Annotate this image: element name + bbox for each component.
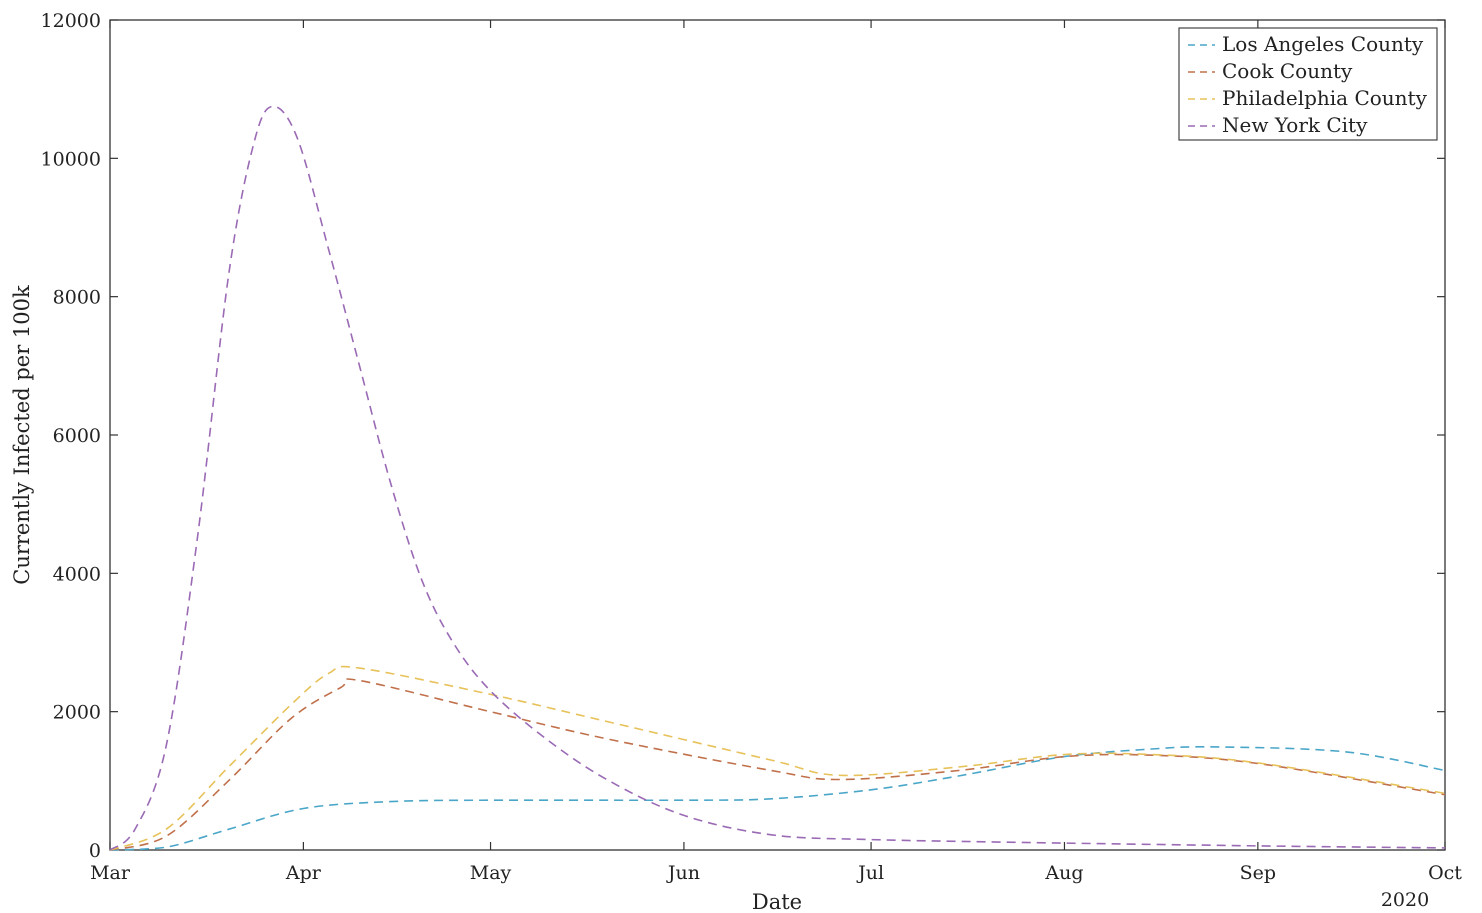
- axes: [109, 19, 1446, 851]
- y-tick-label: 8000: [53, 287, 101, 309]
- series-line-new-york-city: [109, 105, 1446, 851]
- y-tick-label: 0: [89, 840, 101, 862]
- legend-box: [1178, 27, 1438, 141]
- x-tick-label: Jul: [856, 862, 884, 884]
- legend: Los Angeles County Cook County Philadelp…: [1178, 27, 1438, 141]
- year-label: 2020: [1381, 889, 1429, 911]
- y-tick-label: 12000: [41, 10, 101, 32]
- ticks: Mar Apr May Jun Jul Aug Sep Oct 0 2000 4000 6000 800…: [41, 10, 1463, 884]
- x-tick-label: Jun: [666, 862, 700, 884]
- x-tick-label: Sep: [1240, 862, 1276, 884]
- y-tick-label: 4000: [53, 563, 101, 585]
- y-axis-title: Currently Infected per 100k: [10, 285, 34, 585]
- legend-label-philadelphia: Philadelphia County: [1222, 86, 1428, 110]
- y-tick-label: 2000: [53, 702, 101, 724]
- series-line-los-angeles-county: [109, 746, 1446, 851]
- x-axis-title: Date: [752, 890, 802, 913]
- x-tick-label: May: [470, 862, 512, 884]
- legend-label-cook: Cook County: [1222, 59, 1353, 83]
- legend-label-los-angeles: Los Angeles County: [1222, 32, 1424, 56]
- legend-label-new-york: New York City: [1222, 113, 1368, 137]
- y-tick-label: 6000: [53, 425, 101, 447]
- y-tick-label: 10000: [41, 148, 101, 170]
- x-tick-label: Apr: [285, 862, 322, 884]
- series-line-philadelphia-county: [109, 665, 1446, 851]
- series-lines: [109, 105, 1446, 851]
- series-line-cook-county: [109, 678, 1446, 851]
- x-tick-label: Oct: [1428, 862, 1462, 884]
- x-tick-label: Mar: [90, 862, 131, 884]
- x-tick-label: Aug: [1044, 862, 1083, 884]
- plot-frame: [109, 19, 1446, 851]
